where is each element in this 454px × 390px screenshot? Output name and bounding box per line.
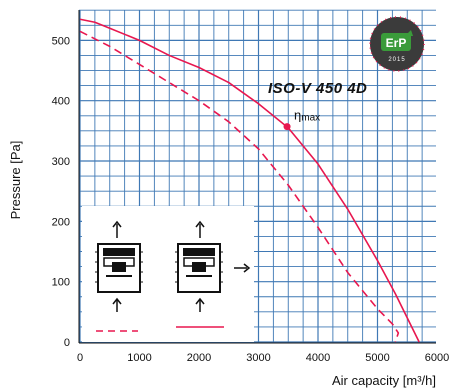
fan-unit-right-icon: [175, 220, 251, 328]
series-layer: [79, 18, 420, 343]
grid-lines: [79, 9, 436, 343]
y-axis-title: Pressure [Pa]: [8, 141, 23, 220]
curve-solid-series: [79, 18, 420, 343]
x-tick-label: 0: [77, 352, 83, 364]
curve-dashed-series: [79, 30, 400, 343]
x-tick-label: 3000: [246, 352, 270, 364]
x-tick-label: 5000: [365, 352, 389, 364]
x-tick-label: 4000: [306, 352, 330, 364]
axes: [78, 10, 436, 344]
svg-text:2015: 2015: [388, 57, 405, 63]
y-tick-label: 300: [52, 156, 70, 168]
x-tick-label: 6000: [425, 352, 449, 364]
y-tick-label: 200: [52, 216, 70, 228]
y-tick-label: 400: [52, 96, 70, 108]
erp-badge: ErP 2015: [369, 16, 425, 72]
model-annotation: ISO-V 450 4D: [268, 80, 367, 97]
eta-max-label: ηmax: [294, 108, 320, 124]
x-axis-title: Air capacity [m³/h]: [332, 373, 436, 388]
eta-max-point: [283, 123, 291, 131]
leaf-icon: [405, 30, 413, 36]
y-tick-label: 100: [52, 277, 70, 289]
fan-unit-left-icon: [95, 220, 143, 332]
fan-schematic-inset: [82, 206, 254, 342]
x-tick-label: 2000: [187, 352, 211, 364]
y-tick-label: 500: [52, 35, 70, 47]
svg-text:ErP: ErP: [386, 36, 407, 50]
y-tick-labels: 0 100 200 300 400 500: [52, 35, 70, 349]
x-tick-label: 1000: [127, 352, 151, 364]
x-tick-labels: 0 1000 2000 3000 4000 5000 6000: [77, 352, 449, 364]
y-tick-label: 0: [64, 337, 70, 349]
